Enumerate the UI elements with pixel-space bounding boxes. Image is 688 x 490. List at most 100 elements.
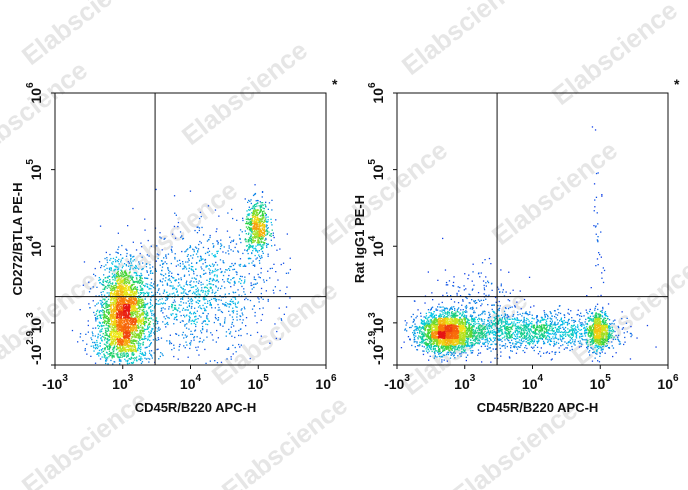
scatter-point [117,347,120,349]
scatter-point [126,301,128,303]
scatter-point [182,268,184,270]
scatter-point [120,307,122,310]
scatter-point [138,281,140,283]
scatter-point [200,284,202,286]
scatter-point [568,313,570,315]
scatter-point [109,279,111,281]
scatter-point [480,272,482,274]
scatter-point [184,347,186,349]
scatter-point [595,196,598,198]
scatter-point [598,361,601,363]
scatter-point [132,300,134,302]
scatter-point [120,350,122,352]
scatter-point [111,263,114,265]
scatter-point [140,296,142,298]
scatter-point [236,273,238,276]
scatter-point [126,314,128,316]
scatter-point [262,247,264,249]
scatter-point [467,278,469,280]
scatter-point [112,285,114,288]
scatter-point [142,318,145,320]
scatter-point [262,279,265,281]
scatter-point [130,341,132,343]
scatter-point [229,236,231,238]
scatter-point [258,236,260,238]
scatter-point [120,338,123,340]
scatter-point [116,345,119,347]
scatter-point [134,294,136,296]
scatter-point [174,212,176,214]
scatter-point [200,276,202,278]
scatter-point [255,214,257,216]
scatter-point [174,301,176,303]
scatter-point [131,291,133,293]
scatter-point [115,266,118,268]
scatter-point [226,348,228,350]
scatter-point [131,308,134,310]
scatter-point [270,221,272,224]
scatter-point [195,291,197,293]
scatter-point [215,318,217,320]
scatter-point [457,286,459,288]
scatter-point [520,308,522,310]
scatter-point [263,221,265,223]
scatter-point [101,356,103,358]
scatter-point [197,251,199,253]
scatter-point [96,310,98,313]
scatter-point [255,218,257,220]
scatter-point [168,306,170,308]
scatter-point [211,292,213,294]
scatter-point [252,232,254,235]
scatter-point [118,325,120,327]
scatter-point [124,300,126,303]
scatter-point [134,307,136,309]
scatter-point [92,286,94,288]
scatter-point [183,337,185,339]
scatter-point [193,277,196,279]
scatter-point [140,319,142,322]
scatter-point [128,289,130,292]
scatter-point [260,204,262,206]
scatter-point [124,272,126,274]
scatter-point [135,265,137,268]
scatter-point [495,348,497,350]
scatter-point [238,281,240,283]
scatter-point [153,325,155,327]
scatter-point [137,347,140,349]
scatter-point [144,351,146,353]
scatter-point [218,215,220,217]
scatter-point [257,242,260,244]
scatter-point [231,262,233,265]
scatter-point [260,255,263,257]
scatter-point [163,289,166,291]
scatter-point [131,277,133,279]
scatter-point [119,311,121,313]
scatter-point [130,299,132,301]
scatter-point [134,323,136,325]
scatter-point [133,308,135,310]
scatter-point [149,267,151,269]
scatter-point [134,350,136,352]
scatter-point [111,287,113,290]
scatter-point [171,304,174,306]
scatter-point [193,311,196,313]
scatter-point [106,327,108,329]
scatter-point [636,337,638,339]
scatter-point [92,300,94,302]
scatter-point [119,326,121,328]
scatter-point [129,314,131,316]
scatter-point [150,285,152,287]
scatter-point [196,287,199,289]
scatter-point [144,322,146,325]
scatter-point [261,246,263,248]
scatter-point [124,339,126,341]
scatter-point [260,292,262,295]
scatter-point [134,266,136,269]
scatter-point [179,311,181,313]
scatter-point [209,283,211,285]
scatter-point [617,334,620,336]
scatter-point [404,320,406,322]
scatter-point [111,337,114,339]
scatter-point [253,236,255,238]
scatter-point [177,294,179,296]
